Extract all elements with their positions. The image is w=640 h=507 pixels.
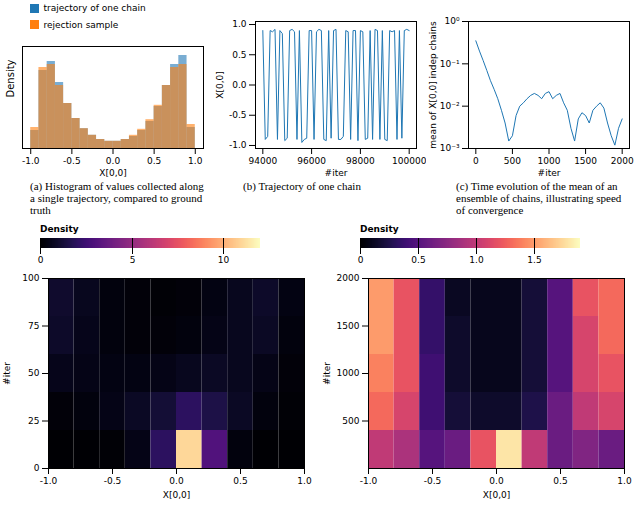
svg-text:0.0: 0.0	[169, 475, 184, 485]
svg-text:#iter: #iter	[325, 167, 348, 177]
svg-text:10⁻³: 10⁻³	[440, 143, 460, 153]
svg-text:0: 0	[34, 463, 40, 473]
svg-text:96000: 96000	[297, 155, 326, 165]
svg-text:0.5: 0.5	[411, 255, 425, 265]
html-text:(c) Time evolution of the mean: (c) Time evolution of the mean of an ens…	[456, 179, 622, 216]
svg-text:-0.5: -0.5	[424, 475, 442, 485]
svg-text:75: 75	[28, 320, 39, 330]
svg-text:0.0: 0.0	[489, 475, 504, 485]
svg-text:1500: 1500	[337, 320, 360, 330]
svg-text:1.0: 1.0	[617, 475, 632, 485]
svg-text:X[0,0]: X[0,0]	[483, 489, 511, 499]
svg-text:1.0: 1.0	[297, 475, 312, 485]
svg-text:1.0: 1.0	[469, 255, 484, 265]
svg-text:100: 100	[22, 273, 39, 283]
svg-text:#iter: #iter	[538, 167, 561, 177]
svg-text:mean of X[0,0] indep chains: mean of X[0,0] indep chains	[428, 21, 438, 149]
svg-text:X[0,0]: X[0,0]	[215, 71, 225, 99]
svg-text:1.0: 1.0	[188, 155, 203, 165]
svg-text:-1.0: -1.0	[360, 475, 378, 485]
svg-text:0.0: 0.0	[232, 79, 247, 89]
html-text:trajectory of one chain: trajectory of one chain	[43, 3, 146, 14]
svg-text:5: 5	[130, 255, 136, 265]
svg-text:500: 500	[504, 155, 521, 165]
svg-text:0.0: 0.0	[106, 155, 121, 165]
svg-text:1500: 1500	[574, 155, 597, 165]
svg-text:100000: 100000	[392, 155, 426, 165]
svg-text:-1.0: -1.0	[40, 475, 58, 485]
svg-text:X[0,0]: X[0,0]	[99, 167, 127, 177]
svg-text:1.0: 1.0	[232, 19, 247, 29]
svg-text:25: 25	[28, 415, 39, 425]
svg-text:2000: 2000	[611, 155, 634, 165]
svg-text:2000: 2000	[337, 273, 360, 283]
svg-text:10⁻¹: 10⁻¹	[440, 58, 460, 68]
svg-text:#iter: #iter	[322, 361, 332, 384]
svg-text:98000: 98000	[346, 155, 375, 165]
svg-text:Density: Density	[5, 59, 16, 97]
svg-text:500: 500	[342, 415, 359, 425]
svg-text:-0.5: -0.5	[104, 475, 122, 485]
svg-text:-0.5: -0.5	[229, 110, 247, 120]
html-text:(b) Trajectory of one chain: (b) Trajectory of one chain	[243, 179, 361, 192]
svg-text:10⁻²: 10⁻²	[440, 101, 460, 111]
svg-text:1.5: 1.5	[527, 255, 541, 265]
svg-text:0: 0	[358, 255, 364, 265]
svg-text:Density: Density	[360, 224, 399, 234]
svg-text:10⁰: 10⁰	[444, 16, 459, 26]
html-text:(a) Histogram of values collec: (a) Histogram of values collected along …	[30, 179, 204, 216]
svg-text:0: 0	[38, 255, 44, 265]
svg-text:0: 0	[473, 155, 479, 165]
svg-text:-1.0: -1.0	[229, 140, 247, 150]
svg-text:0.5: 0.5	[232, 49, 246, 59]
svg-text:-1.0: -1.0	[22, 155, 40, 165]
svg-text:50: 50	[28, 368, 40, 378]
svg-text:0.5: 0.5	[553, 475, 567, 485]
svg-text:0.5: 0.5	[147, 155, 161, 165]
svg-text:0.5: 0.5	[233, 475, 247, 485]
svg-text:Density: Density	[40, 224, 79, 234]
svg-text:-0.5: -0.5	[63, 155, 81, 165]
svg-text:X[0,0]: X[0,0]	[163, 489, 191, 499]
svg-text:#iter: #iter	[2, 361, 12, 384]
svg-text:1000: 1000	[337, 368, 360, 378]
html-text:rejection sample: rejection sample	[43, 19, 119, 30]
svg-text:94000: 94000	[248, 155, 277, 165]
svg-text:10: 10	[218, 255, 230, 265]
svg-text:1000: 1000	[538, 155, 561, 165]
